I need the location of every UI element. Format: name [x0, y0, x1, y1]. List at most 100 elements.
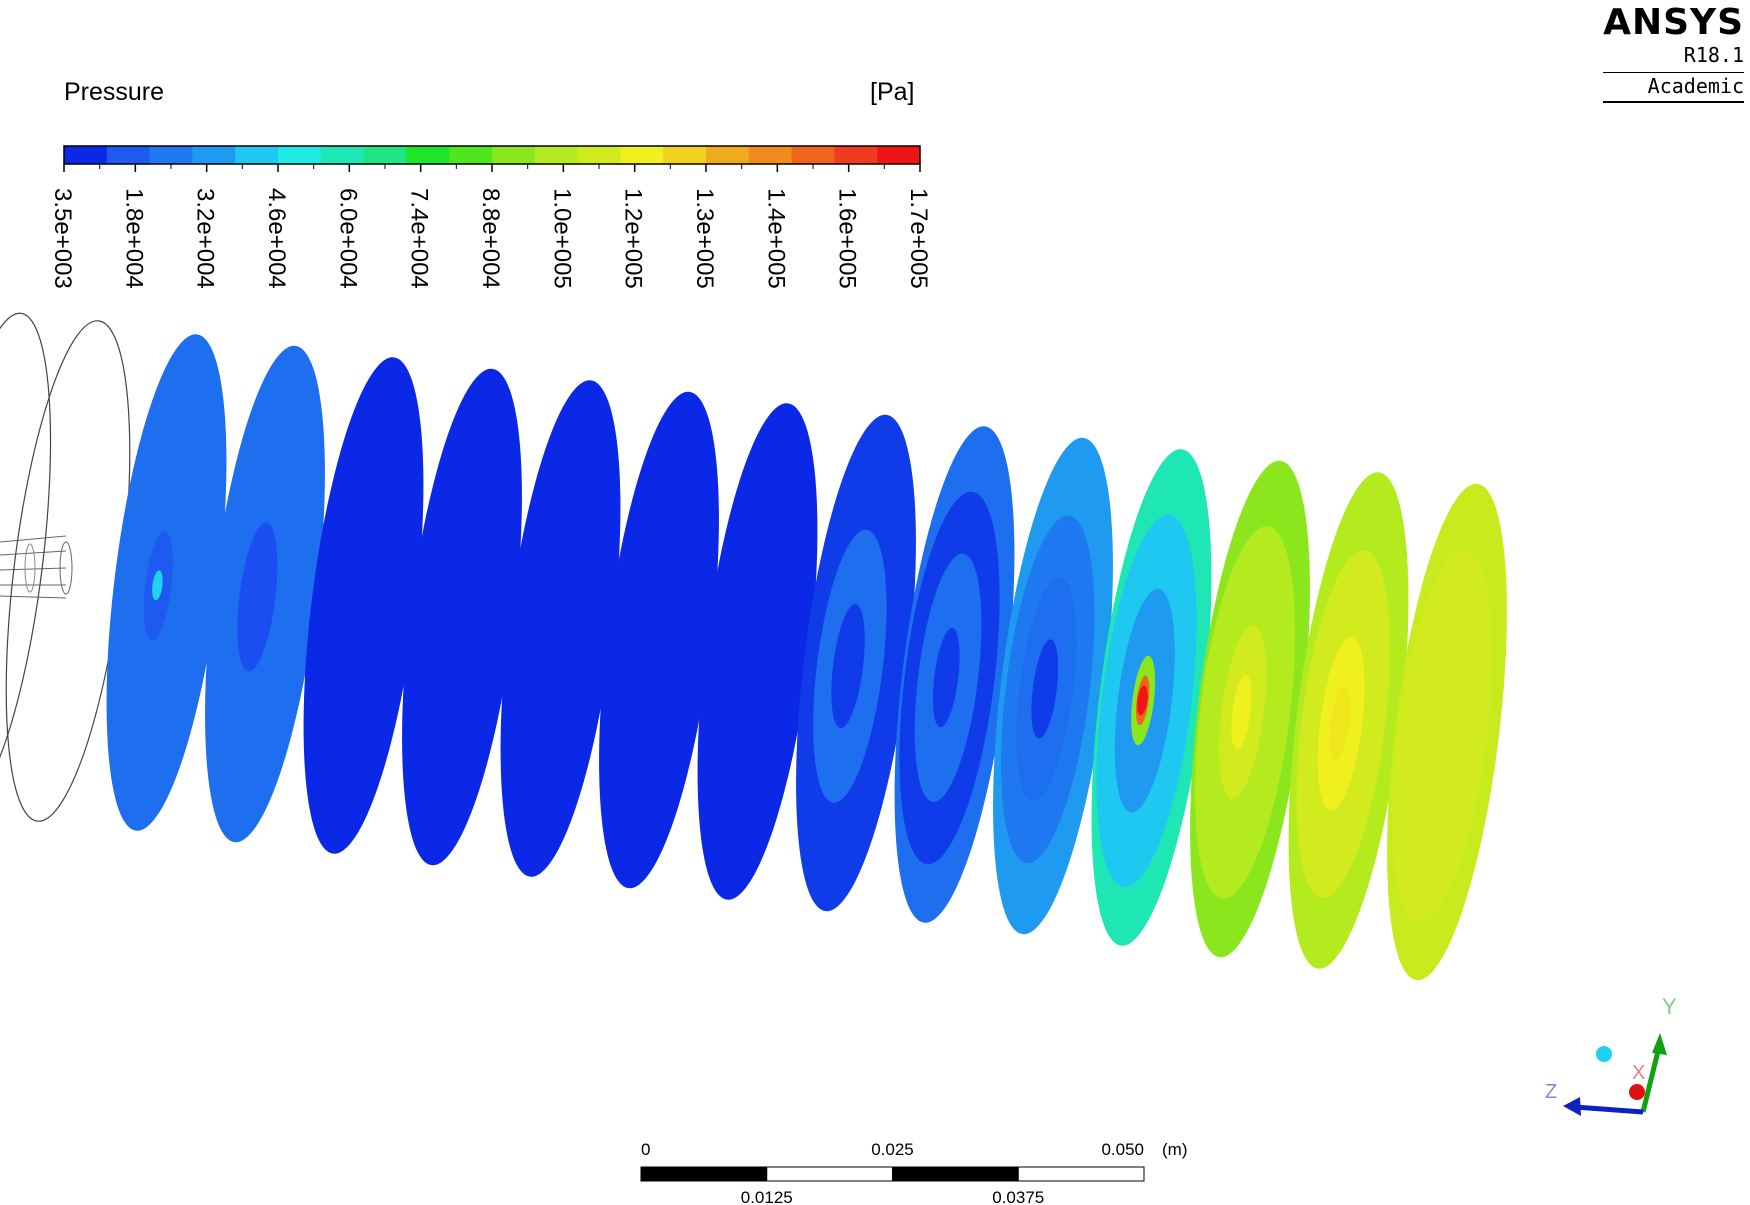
colorbar-segment	[278, 146, 322, 164]
x-axis-marker	[1629, 1084, 1645, 1100]
slice-contour-band	[152, 570, 163, 601]
legend-tick-label: 1.3e+005	[691, 188, 718, 289]
contour-slice	[796, 414, 916, 912]
legend-tick-label: 3.2e+004	[192, 188, 219, 289]
slice-contour-band	[237, 522, 278, 672]
legend-tick-label: 1.8e+004	[120, 188, 147, 289]
contour-slice	[894, 426, 1015, 923]
scale-bar-segment	[892, 1166, 1019, 1182]
slice-fill	[697, 403, 818, 900]
legend-tick-label: 1.2e+005	[620, 188, 647, 289]
pipe-edge	[0, 595, 67, 599]
slice-contour-band	[1137, 685, 1148, 716]
legend-tick-label: 1.7e+005	[905, 188, 932, 289]
slice-fill	[500, 380, 621, 877]
scale-bar-top-label: 0.050	[1101, 1140, 1144, 1159]
inlet-pipe-wireframe	[0, 535, 73, 599]
slice-fill	[599, 391, 719, 889]
pipe-ring	[24, 543, 36, 593]
ansys-logo: ANSYS R18.1 Academic	[1603, 2, 1744, 103]
colorbar-segment	[706, 146, 750, 164]
legend-tick-label: 6.0e+004	[334, 188, 361, 289]
y-axis-arrowhead	[1652, 1033, 1667, 1055]
slice-contour-band	[932, 627, 960, 728]
contour-slice	[993, 437, 1113, 935]
contour-slice	[1091, 449, 1212, 946]
z-axis-arrowhead	[1563, 1097, 1581, 1116]
scale-bar-top-label: 0	[641, 1140, 650, 1159]
contour-slice	[402, 368, 522, 866]
contour-slice	[303, 357, 424, 854]
x-axis-label: X	[1632, 1062, 1645, 1084]
slice-contour-band	[1392, 549, 1493, 922]
pipe-edge	[0, 535, 67, 543]
contour-slice	[697, 403, 818, 900]
contour-slice	[205, 345, 325, 843]
scale-bar-segment	[640, 1166, 768, 1182]
scale-bar-unit: (m)	[1162, 1140, 1187, 1159]
colorbar-segment	[406, 146, 450, 164]
colorbar-segment	[492, 146, 536, 164]
legend-unit: [Pa]	[870, 78, 915, 106]
slice-outline	[0, 312, 52, 811]
contour-slice	[599, 391, 719, 889]
contour-slice	[1190, 460, 1310, 958]
slice-contour-band	[1329, 686, 1350, 761]
slice-contour-band	[831, 603, 865, 729]
contour-slice	[500, 380, 621, 877]
logo-edition: Academic	[1603, 72, 1744, 103]
pipe-edge	[0, 550, 67, 556]
legend-tick-label: 4.6e+004	[263, 188, 290, 289]
colorbar-segment	[791, 146, 835, 164]
colorbar-segment	[834, 146, 878, 164]
pipe-edge	[0, 567, 67, 571]
legend-tick-label: 3.5e+003	[49, 188, 76, 289]
slice-fill	[402, 368, 522, 866]
legend-tick-label: 1.4e+005	[762, 188, 789, 289]
pipe-end	[59, 541, 73, 595]
y-axis-label: Y	[1662, 994, 1677, 1019]
slice-contour-band	[1231, 674, 1252, 750]
colorbar-segment	[192, 146, 236, 164]
colorbar-segment	[235, 146, 279, 164]
scale-bar-top-label: 0.025	[871, 1140, 914, 1159]
slice-fill	[303, 357, 424, 854]
legend-tick-label: 1.6e+005	[834, 188, 861, 289]
z-axis-arrow	[1574, 1104, 1644, 1115]
contour-slice	[1387, 483, 1507, 981]
colorbar-segment	[620, 146, 664, 164]
legend-tick-label: 8.8e+004	[477, 188, 504, 289]
legend-tick-label: 7.4e+004	[406, 188, 433, 289]
legend-ticks: 3.5e+003 1.8e+004 3.2e+004 4.6e+004 6.0e+004…	[49, 164, 932, 289]
scale-bar-bottom-label: 0.0375	[992, 1188, 1044, 1205]
contour-slice	[1288, 472, 1409, 969]
pressure-contour-slices	[0, 312, 1507, 981]
colorbar-segment	[663, 146, 707, 164]
view-center-marker	[1596, 1046, 1612, 1062]
colorbar-segment	[577, 146, 621, 164]
scale-bar-segment	[766, 1166, 893, 1182]
colorbar-segment	[748, 146, 793, 164]
scale-bar-segment	[1017, 1166, 1145, 1182]
scale-bar: 0 0.025 0.050 (m) 0.0125 0.0375	[640, 1140, 1187, 1205]
colorbar-segment	[877, 146, 921, 164]
colorbar-segment	[363, 146, 407, 164]
z-axis-label: Z	[1545, 1081, 1557, 1103]
colorbar-segment	[320, 146, 365, 164]
logo-release: R18.1	[1683, 43, 1744, 67]
colorbar-segment	[534, 146, 579, 164]
legend-tick-label: 1.0e+005	[548, 188, 575, 289]
scale-bar-bottom-label: 0.0125	[741, 1188, 793, 1205]
axis-triad[interactable]: Y X Z	[1545, 994, 1677, 1116]
logo-brand: ANSYS	[1603, 2, 1744, 43]
contour-slice	[106, 334, 227, 831]
colorbar-segment	[449, 146, 493, 164]
colorbar-segment	[106, 146, 151, 164]
legend-title: Pressure	[64, 78, 165, 106]
colorbar-segment	[149, 146, 193, 164]
legend-colorbar	[63, 145, 921, 165]
colorbar-segment	[64, 146, 108, 164]
y-axis-arrow	[1640, 1042, 1663, 1113]
slice-contour-band	[1031, 639, 1059, 739]
